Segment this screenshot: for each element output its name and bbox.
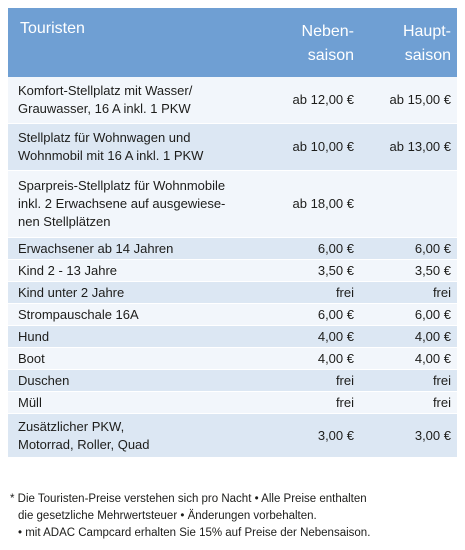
footnote-line-2: die gesetzliche Mehrwertsteuer • Änderun… [18,510,317,522]
row-label-line: Sparpreis-Stellplatz für Wohnmobile [18,178,226,193]
row-label: Zusätzlicher PKW, Motorrad, Roller, Quad [8,418,270,454]
header-nebensaison-line1: Neben- [301,23,354,40]
footnote-line-3: • mit ADAC Campcard erhalten Sie 15% auf… [18,527,371,539]
header-nebensaison-line2: saison [307,47,354,64]
table-row: Komfort-Stellplatz mit Wasser/Grauwasser… [8,77,457,124]
table-row: Müll frei frei [8,392,457,414]
table-row: Boot 4,00 € 4,00 € [8,348,457,370]
row-label-line: Strompauschale 16A [18,306,139,322]
header-hauptsaison-line2: saison [404,47,451,64]
footnote: * Die Touristen-Preise verstehen sich pr… [10,491,460,542]
price-hauptsaison: frei [432,372,451,388]
row-label-line: inkl. 2 Erwachsene auf ausgewiese- [18,196,226,211]
price-nebensaison: 4,00 € [317,350,354,366]
table-row: Zusätzlicher PKW, Motorrad, Roller, Quad 3… [8,414,457,458]
header-hauptsaison: Haupt- saison [360,8,457,77]
price-hauptsaison: ab 13,00 € [389,139,451,154]
table-row: Kind 2 - 13 Jahre 3,50 € 3,50 € [8,260,457,282]
row-label: Kind 2 - 13 Jahre [8,262,270,280]
price-hauptsaison: 4,00 € [414,328,451,344]
row-label-line: Müll [18,394,42,410]
row-label-line: Grauwasser, 16 A inkl. 1 PKW [18,101,191,116]
row-label-line: Kind unter 2 Jahre [18,284,125,300]
table-row: Duschen frei frei [8,370,457,392]
row-label-line: Kind 2 - 13 Jahre [18,262,118,278]
row-label-line: Duschen [18,372,70,388]
price-hauptsaison: 6,00 € [414,240,451,256]
price-hauptsaison: ab 15,00 € [389,92,451,107]
row-label-line: Boot [18,350,45,366]
footnote-line-1: * Die Touristen-Preise verstehen sich pr… [10,493,367,505]
row-label-line: Komfort-Stellplatz mit Wasser/ [18,83,193,98]
price-nebensaison: 6,00 € [317,240,354,256]
row-label-line: Hund [18,328,50,344]
table-row: Stellplatz für Wohnwagen und Wohnmobil mi… [8,124,457,171]
row-label: Erwachsener ab 14 Jahren [8,240,270,258]
header-touristen: Touristen [20,20,85,37]
price-nebensaison: 3,50 € [317,262,354,278]
row-label: Stellplatz für Wohnwagen und Wohnmobil mi… [8,129,270,165]
row-label-line: Erwachsener ab 14 Jahren [18,240,174,256]
price-nebensaison: 4,00 € [317,328,354,344]
row-label-line: Zusätzlicher PKW, [18,418,125,434]
price-hauptsaison: 4,00 € [414,350,451,366]
row-label: Boot [8,350,270,368]
table-row: Sparpreis-Stellplatz für Wohnmobile inkl.… [8,171,457,238]
price-nebensaison: ab 18,00 € [292,196,354,211]
row-label: Strompauschale 16A [8,306,270,324]
table-row: Hund 4,00 € 4,00 € [8,326,457,348]
price-nebensaison: 6,00 € [317,306,354,322]
row-label: Sparpreis-Stellplatz für Wohnmobile inkl.… [8,177,270,231]
price-nebensaison: frei [335,284,354,300]
price-hauptsaison: frei [432,284,451,300]
price-hauptsaison: 3,00 € [414,427,451,443]
row-label: Komfort-Stellplatz mit Wasser/Grauwasser… [8,82,270,118]
price-nebensaison: ab 12,00 € [292,92,354,107]
row-label-line: nen Stellplätzen [18,214,111,229]
row-label: Duschen [8,372,270,390]
table-row: Erwachsener ab 14 Jahren 6,00 € 6,00 € [8,238,457,260]
price-hauptsaison: frei [432,394,451,410]
header-nebensaison: Neben- saison [270,8,360,77]
price-table: Touristen Neben- saison Haupt- saison Ko… [8,8,457,458]
row-label-line: Motorrad, Roller, Quad [18,436,150,452]
table-row: Strompauschale 16A 6,00 € 6,00 € [8,304,457,326]
price-hauptsaison: 6,00 € [414,306,451,322]
price-nebensaison: frei [335,372,354,388]
row-label: Müll [8,394,270,412]
table-row: Kind unter 2 Jahre frei frei [8,282,457,304]
row-label: Kind unter 2 Jahre [8,284,270,302]
row-label: Hund [8,328,270,346]
row-label-line: Wohnmobil mit 16 A inkl. 1 PKW [18,148,204,163]
price-nebensaison: ab 10,00 € [292,139,354,154]
header-hauptsaison-line1: Haupt- [402,23,451,40]
row-label-line: Stellplatz für Wohnwagen und [18,130,191,145]
table-header: Touristen Neben- saison Haupt- saison [8,8,457,77]
table-body: Komfort-Stellplatz mit Wasser/Grauwasser… [8,77,457,458]
price-nebensaison: frei [335,394,354,410]
price-hauptsaison: 3,50 € [414,262,451,278]
price-nebensaison: 3,00 € [317,427,354,443]
